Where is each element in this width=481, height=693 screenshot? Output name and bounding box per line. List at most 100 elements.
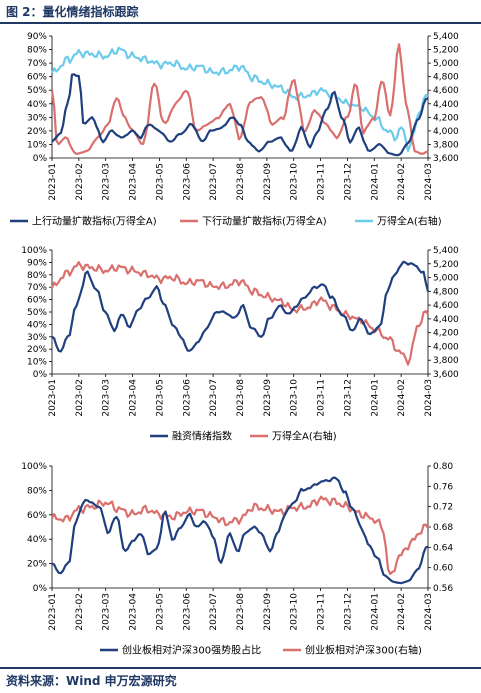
x-tick-label: 2023-04 [129,163,139,201]
y-right-tick-label: 3,600 [433,154,459,164]
y-left-tick-label: 20% [27,560,47,570]
x-tick-label: 2023-07 [209,593,219,631]
x-tick-label: 2023-11 [317,163,327,201]
y-left-tick-label: 20% [27,345,47,355]
y-left-tick-label: 0% [33,584,48,594]
y-left-tick-label: 80% [27,46,47,56]
y-left-tick-label: 0% [33,154,48,164]
x-tick-label: 2024-01 [370,379,380,417]
series-line-2 [50,46,429,152]
y-left-tick-label: 30% [27,113,47,123]
x-tick-label: 2023-10 [290,163,300,201]
y-right-tick-label: 5,200 [433,46,459,56]
footer-rule [0,667,481,669]
y-left-tick-label: 80% [27,486,47,496]
series-legend-index: 万得全A(右轴) [272,430,337,443]
y-left-tick-label: 70% [27,59,47,69]
y-right-tick-label: 0.64 [433,543,453,553]
y-right-tick-label: 3,600 [433,370,459,380]
x-tick-label: 2023-11 [317,379,327,417]
x-tick-label: 2023-04 [129,593,139,631]
y-right-tick-label: 4,200 [433,113,459,123]
x-tick-label: 2023-02 [75,379,85,417]
series-legend-financing: 融资情绪指数 [172,430,232,443]
x-tick-label: 2023-08 [236,379,246,417]
series-line-0 [51,476,429,585]
series-legend-down: 下行动量扩散指标(万得全A) [202,215,327,228]
y-left-tick-label: 10% [27,140,47,150]
x-tick-label: 2024-01 [370,593,380,631]
y-right-tick-label: 3,800 [433,140,459,150]
x-tick-label: 2023-06 [182,379,192,417]
figure-title: 图 2：量化情绪指标跟踪 [6,5,139,19]
y-right-tick-label: 5,000 [433,59,459,69]
y-right-tick-label: 0.56 [433,584,453,594]
y-right-tick-label: 4,800 [433,73,459,83]
chart-2: 0% 10% 20% 30% 40% 50% 60% 70% 80% 90% 100% 3,600 3,… [21,246,459,443]
series-line-1 [51,495,429,575]
x-tick-label: 2023-05 [155,379,165,417]
y-left-tick-label: 100% [21,462,47,472]
x-tick-label: 2023-02 [75,593,85,631]
x-tick-label: 2023-08 [236,163,246,201]
x-tick-label: 2023-04 [129,379,139,417]
y-right-tick-label: 4,600 [433,86,459,96]
x-tick-label: 2023-03 [102,163,112,201]
x-tick-label: 2023-07 [209,163,219,201]
title-rule [0,22,481,24]
y-left-tick-label: 70% [27,283,47,293]
y-right-tick-label: 0.60 [433,564,453,574]
series-line-1 [50,261,429,366]
series-line-1 [50,43,429,155]
y-right-tick-label: 4,000 [433,127,459,137]
x-tick-label: 2023-09 [263,593,273,631]
y-left-tick-label: 60% [27,511,47,521]
y-left-tick-label: 10% [27,358,47,368]
y-right-tick-label: 4,000 [433,342,459,352]
y-right-tick-label: 0.72 [433,503,453,513]
x-tick-label: 2023-06 [182,593,192,631]
y-right-tick-label: 4,200 [433,329,459,339]
y-left-tick-label: 100% [21,246,47,256]
y-right-tick-label: 4,400 [433,315,459,325]
x-tick-label: 2024-03 [424,163,434,201]
x-tick-label: 2023-09 [263,379,273,417]
x-tick-label: 2023-03 [102,593,112,631]
y-right-tick-label: 0.80 [433,462,453,472]
y-left-tick-label: 90% [27,32,47,42]
x-tick-label: 2024-02 [397,379,407,417]
x-tick-label: 2023-12 [343,163,353,201]
x-tick-label: 2024-02 [397,593,407,631]
x-tick-label: 2024-01 [370,163,380,201]
series-legend-relative: 创业板相对沪深300(右轴) [305,644,422,657]
y-left-tick-label: 0% [33,370,48,380]
y-left-tick-label: 20% [27,127,47,137]
y-left-tick-label: 60% [27,73,47,83]
series-legend-index: 万得全A(右轴) [377,215,442,228]
x-tick-label: 2023-12 [343,593,353,631]
y-left-tick-label: 50% [27,86,47,96]
series-legend-up: 上行动量扩散指标(万得全A) [32,215,157,228]
x-tick-label: 2023-12 [343,379,353,417]
x-tick-label: 2024-02 [397,163,407,201]
y-left-tick-label: 90% [27,258,47,268]
x-tick-label: 2023-11 [317,593,327,631]
y-left-tick-label: 40% [27,100,47,110]
x-tick-label: 2023-06 [182,163,192,201]
y-left-tick-label: 40% [27,535,47,545]
x-tick-label: 2023-03 [102,379,112,417]
x-tick-label: 2023-09 [263,163,273,201]
series-line-0 [51,260,430,353]
x-tick-label: 2024-03 [424,379,434,417]
x-tick-label: 2023-08 [236,593,246,631]
chart-3: 0% 20% 40% 60% 80% 100% 0.56 0.60 0.64 0.68 0.72 0.… [21,462,453,657]
x-tick-label: 2023-01 [48,379,58,417]
y-right-tick-label: 5,400 [433,32,459,42]
y-left-tick-label: 30% [27,333,47,343]
y-right-tick-label: 5,200 [433,260,459,270]
y-right-tick-label: 5,400 [433,246,459,256]
x-tick-label: 2023-07 [209,379,219,417]
x-tick-label: 2023-10 [290,379,300,417]
y-right-tick-label: 0.76 [433,482,453,492]
x-tick-label: 2023-05 [155,163,165,201]
